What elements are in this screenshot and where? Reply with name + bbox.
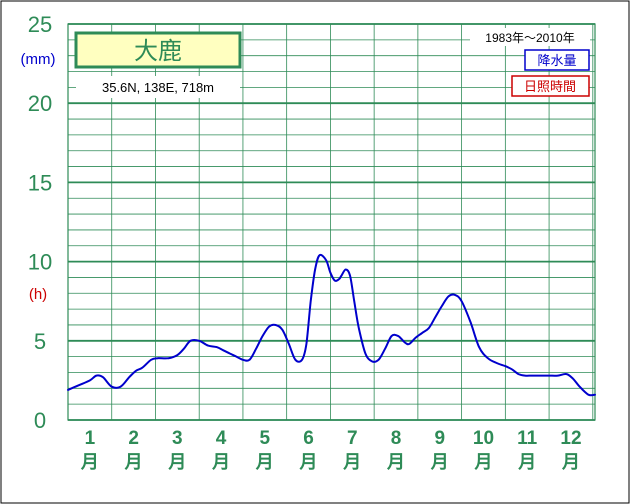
precipitation-line [67,253,596,397]
period-box [470,28,590,46]
x-tick-month-number: 7 [347,428,358,449]
y-tick-label: 15 [28,170,52,195]
x-axis-tick-labels: 1 月 2 月 3 月 4 月 5 月 6 月 7 月 8 月 9 月 10 月 11 月 12 月 [80,428,582,472]
y-unit-h: (h) [29,286,47,303]
y-tick-label: 0 [34,408,46,433]
legend-sunshine-label: 日照時間 [524,79,576,94]
x-tick-month-kanji: 月 [211,452,230,472]
station-location: 35.6N, 138E, 718m [102,80,214,95]
x-tick-month-kanji: 月 [167,452,186,472]
x-tick-month-number: 12 [560,428,581,449]
x-tick-month-kanji: 月 [80,452,99,472]
x-tick-month-kanji: 月 [124,452,143,472]
x-tick-month-number: 11 [517,428,538,449]
x-tick-month-kanji: 月 [517,452,536,472]
station-box [74,31,242,69]
legend-precip-box [524,49,590,71]
x-tick-month-number: 6 [303,428,314,449]
y-axis-tick-labels: 0 5 10 15 20 25 [28,12,52,433]
x-tick-month-number: 2 [128,428,139,449]
period-text: 1983年～2010年 [485,31,574,45]
y-tick-label: 5 [34,329,46,354]
x-tick-month-number: 4 [216,428,227,449]
x-tick-month-number: 3 [172,428,183,449]
x-tick-month-kanji: 月 [255,452,274,472]
x-tick-month-number: 10 [473,428,494,449]
station-name: 大鹿 [134,38,182,65]
plot-area-border [67,23,596,421]
x-tick-month-kanji: 月 [342,452,361,472]
x-tick-month-kanji: 月 [299,452,318,472]
y-tick-label: 20 [28,91,52,116]
x-tick-month-kanji: 月 [430,452,449,472]
x-tick-month-number: 8 [391,428,402,449]
y-unit-mm: (mm) [21,51,56,68]
x-tick-month-kanji: 月 [473,452,492,472]
x-tick-month-kanji: 月 [561,452,580,472]
x-tick-month-number: 5 [260,428,271,449]
y-tick-label: 25 [28,12,52,37]
x-tick-month-kanji: 月 [386,452,405,472]
y-tick-label: 10 [28,250,52,275]
legend-sunshine-box [511,75,590,97]
location-box [76,76,240,98]
x-tick-month-number: 1 [85,428,96,449]
x-tick-month-number: 9 [434,428,445,449]
legend-precip-label: 降水量 [537,53,576,68]
